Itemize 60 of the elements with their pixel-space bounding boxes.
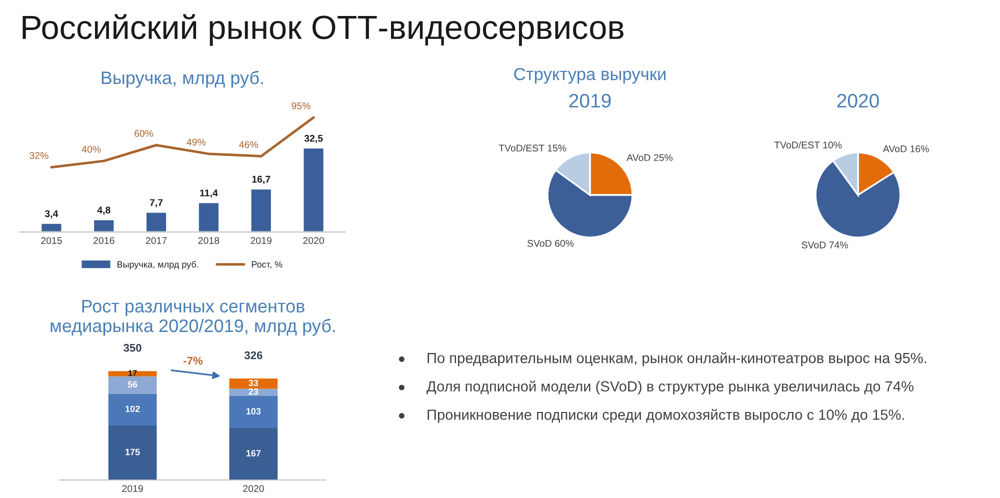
- data-label: 17: [128, 370, 137, 376]
- text: По предварительным оценкам, рынок онлайн-кинотеатров вырос на 95%.: [428, 352, 926, 366]
- chart-title: 2020: [837, 94, 879, 108]
- data-label: 33: [248, 380, 258, 386]
- bar: [229, 388, 278, 396]
- bar: [108, 394, 157, 426]
- bar: [198, 202, 220, 232]
- text: Российский рынок ОТТ-видеосервисов: [22, 14, 624, 46]
- bar: [108, 371, 157, 376]
- text: Проникновение подписки среди домохозяйств выросло с 10% до 15%.: [428, 408, 904, 423]
- bar: [229, 428, 278, 480]
- text: Доля подписной модели (SVoD) в структуре рынка увеличилась до 74%: [426, 380, 914, 394]
- x-tick-label: 2017: [146, 237, 167, 244]
- bar: [229, 378, 278, 389]
- data-label: 40%: [82, 146, 101, 153]
- data-label: 3,4: [44, 210, 58, 219]
- total-label: 326: [244, 351, 262, 360]
- data-label: 95%: [292, 102, 310, 110]
- chart-title: Структура выручки: [514, 68, 666, 84]
- x-tick-label: 2015: [41, 237, 62, 244]
- x-tick-label: 2020: [303, 237, 324, 244]
- data-label: 49%: [186, 138, 206, 146]
- data-label: 4,8: [97, 206, 110, 215]
- slice-label: AVoD 25%: [626, 154, 673, 162]
- bar: [40, 222, 63, 232]
- total-label: 350: [124, 344, 142, 352]
- x-tick-label: 2016: [94, 237, 114, 244]
- legend-label: Выручка, млрд руб.: [117, 260, 198, 270]
- data-label: 11,4: [200, 190, 218, 198]
- bar: [250, 188, 272, 232]
- bar: [108, 376, 157, 394]
- data-label: 103: [246, 408, 261, 414]
- bar: [229, 396, 278, 428]
- text: -7%: [184, 356, 203, 365]
- chart-title: Рост различных сегментов медиарынка 2020/2019, млрд руб.: [50, 300, 335, 336]
- legend-label: Рост, %: [252, 261, 282, 269]
- data-label: 16,7: [252, 176, 270, 184]
- data-label: 60%: [134, 130, 154, 137]
- slice-label: SVoD 60%: [527, 240, 574, 247]
- bar: [302, 147, 325, 232]
- slice-label: TVoD/EST 10%: [774, 141, 842, 148]
- bar: [145, 211, 168, 232]
- bar: [108, 426, 157, 480]
- data-label: 23: [248, 388, 258, 395]
- data-label: 46%: [239, 141, 258, 148]
- data-label: 32%: [30, 152, 48, 160]
- data-label: 32,5: [304, 134, 323, 144]
- data-label: 175: [126, 448, 140, 456]
- data-label: 102: [126, 406, 140, 412]
- bar: [92, 218, 116, 232]
- x-tick-label: 2019: [250, 237, 272, 244]
- slice-label: SVoD 74%: [802, 242, 848, 248]
- x-tick-label: 2018: [198, 237, 220, 244]
- data-label: 56: [128, 381, 138, 388]
- chart-subtitle: 2019: [569, 94, 611, 108]
- data-label: 167: [246, 450, 261, 456]
- data-label: 7,7: [150, 199, 163, 208]
- slice-label: TVoD/EST 15%: [498, 144, 566, 152]
- slice-label: AVoD 16%: [882, 145, 929, 152]
- chart-title: Выручка, млрд руб.: [102, 70, 263, 88]
